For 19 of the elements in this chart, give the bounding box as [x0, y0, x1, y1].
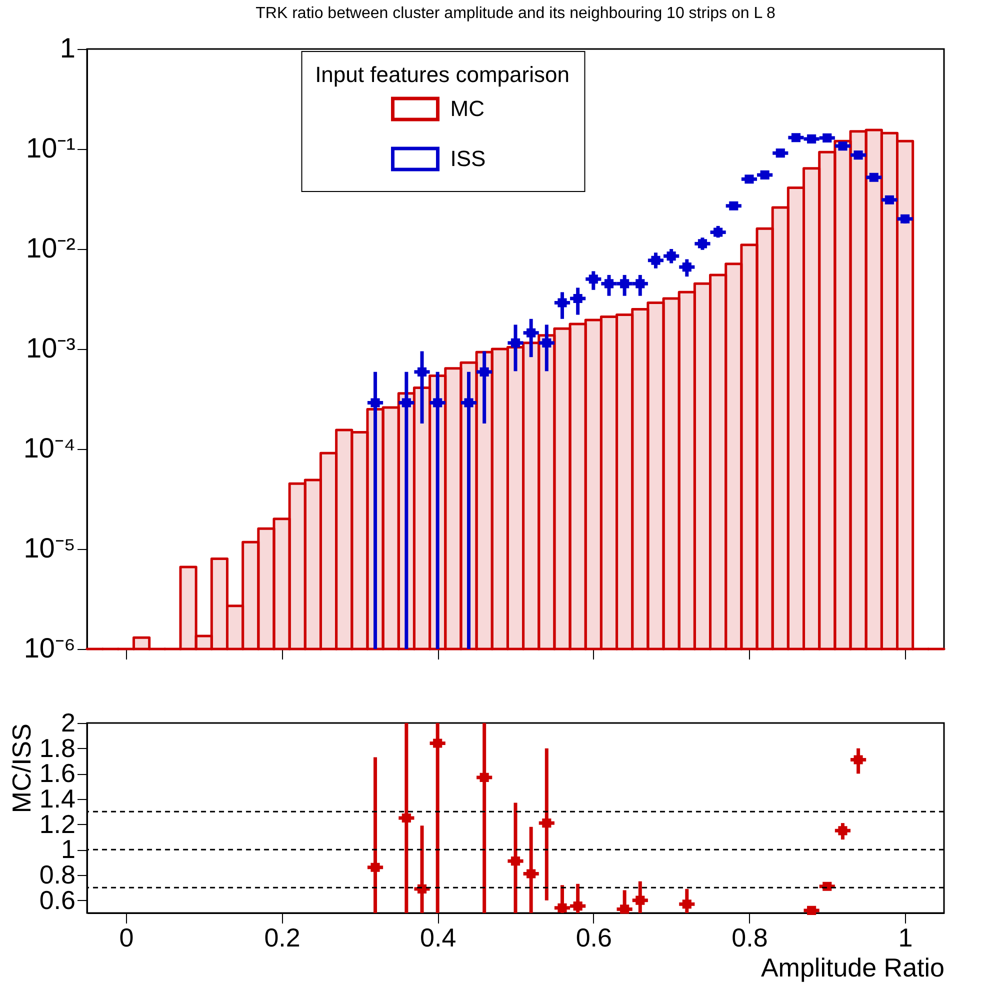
x-tick-label: 0.6 — [576, 922, 612, 952]
y-tick-label: 10⁻³ — [26, 332, 76, 364]
x-tick-label: 0 — [119, 922, 134, 952]
y-axis-title: MC/ISS — [6, 724, 36, 814]
y-tick-label: 10⁻⁴ — [23, 432, 76, 464]
y-tick-label: 1 — [60, 32, 76, 64]
y-tick-label: 10⁻⁶ — [24, 632, 76, 664]
y-tick-label: 10⁻¹ — [26, 132, 76, 164]
x-tick-label: 0.4 — [420, 922, 456, 952]
x-tick-label: 0.8 — [732, 922, 768, 952]
x-axis-title: Amplitude Ratio — [760, 952, 944, 982]
x-tick-label: 1 — [898, 922, 913, 952]
y-tick-label: 10⁻² — [26, 232, 76, 264]
chart-title: TRK ratio between cluster amplitude and its neighbouring 10 strips on L 8 — [256, 5, 776, 22]
legend-label: MC — [450, 96, 485, 121]
y-tick-label: 10⁻⁵ — [24, 532, 76, 564]
x-tick-label: 0.2 — [264, 922, 300, 952]
legend-title: Input features comparison — [315, 62, 570, 87]
legend-label: ISS — [450, 146, 486, 171]
